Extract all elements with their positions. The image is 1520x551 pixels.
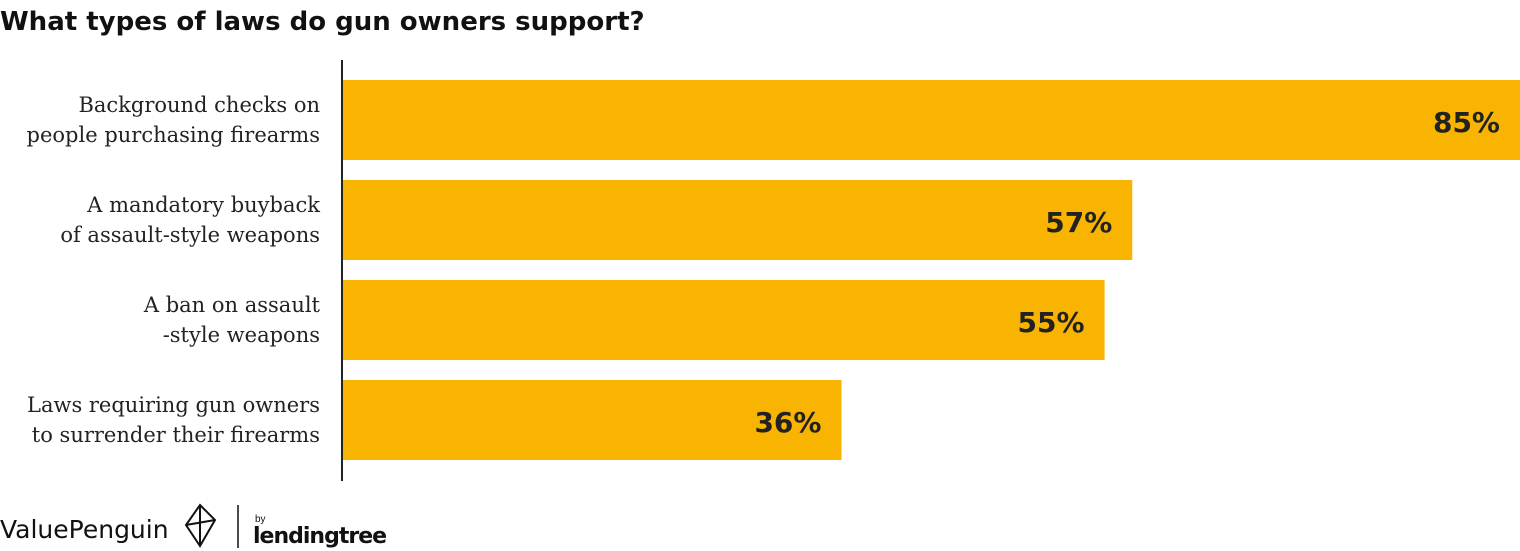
category-label: A ban on assault -style weapons bbox=[143, 293, 321, 347]
brand-name: ValuePenguin bbox=[0, 515, 169, 544]
value-label: 36% bbox=[754, 406, 821, 439]
category-label: A mandatory buyback of assault-style weap… bbox=[60, 193, 320, 247]
value-label: 85% bbox=[1433, 106, 1500, 139]
brand-logo bbox=[184, 503, 217, 548]
by-label: by bbox=[255, 514, 266, 525]
bar bbox=[343, 80, 1520, 160]
bar bbox=[343, 280, 1105, 360]
category-label: Background checks on people purchasing fi… bbox=[27, 93, 320, 147]
partner-name: lendingtree bbox=[253, 524, 386, 549]
value-label: 57% bbox=[1045, 206, 1112, 239]
value-label: 55% bbox=[1018, 306, 1085, 339]
chart-title: What types of laws do gun owners support… bbox=[0, 7, 645, 37]
category-label: Laws requiring gun owners to surrender th… bbox=[27, 393, 320, 447]
bar bbox=[343, 180, 1133, 260]
bar bbox=[343, 380, 842, 460]
